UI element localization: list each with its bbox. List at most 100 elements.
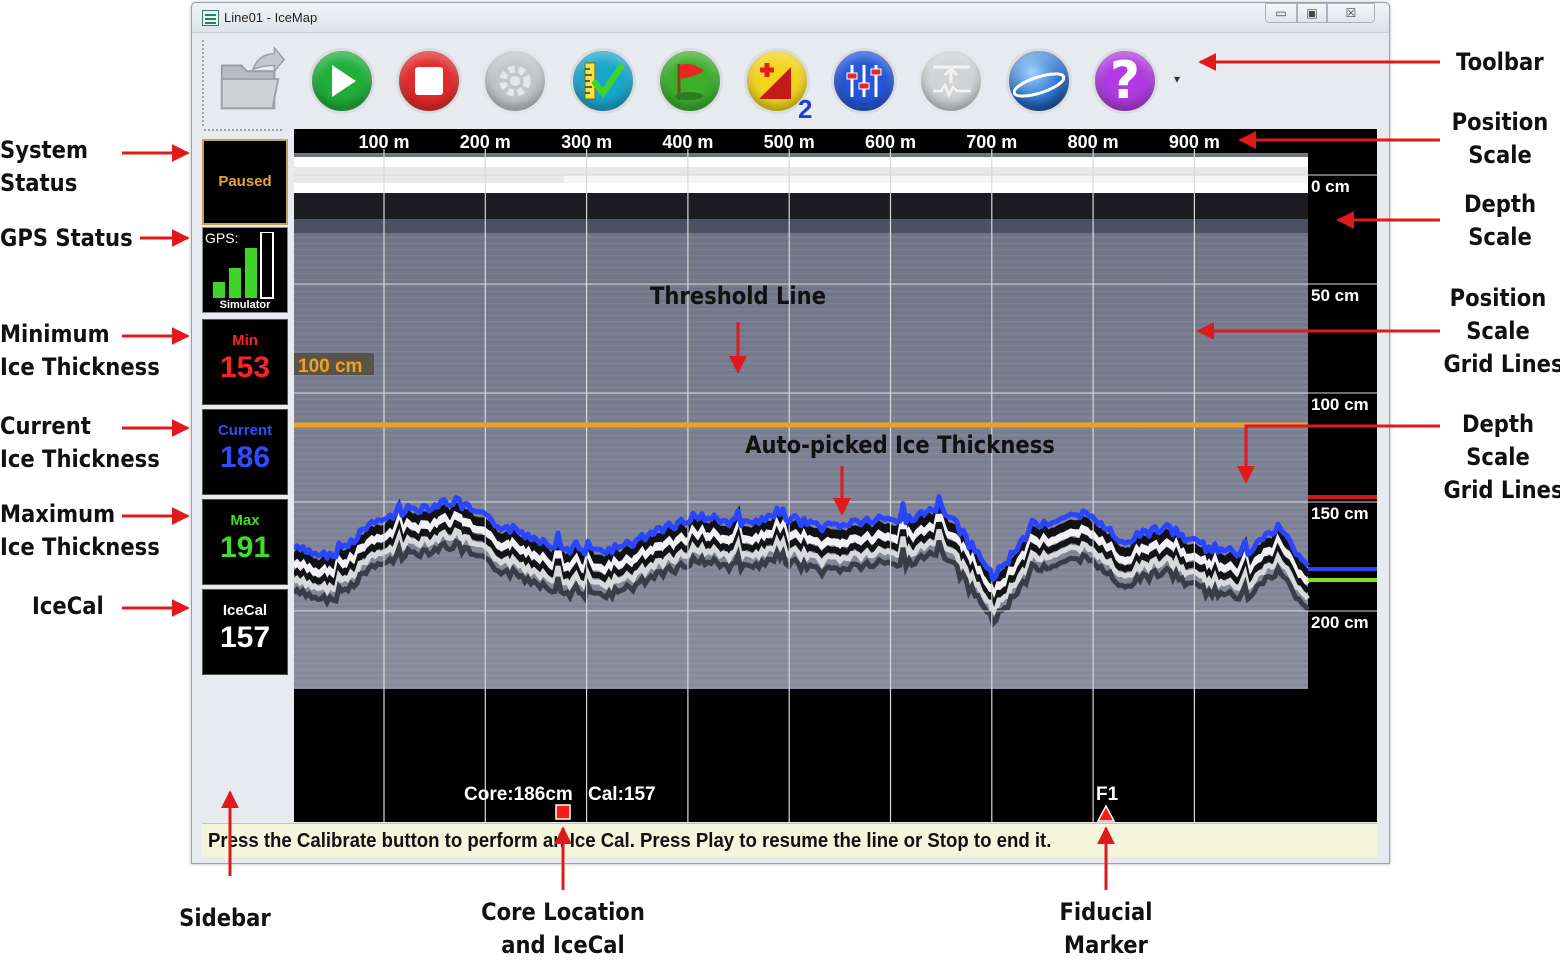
annotation-depth-grid: Depth Scale Grid Lines bbox=[1443, 410, 1560, 504]
system-status-text: Paused bbox=[218, 173, 272, 190]
current-value: 186 bbox=[219, 441, 271, 474]
depth-scale-label: 100 cm bbox=[1311, 395, 1369, 414]
stop-icon bbox=[415, 67, 443, 95]
settings-gear-icon bbox=[499, 65, 531, 97]
threshold-icon bbox=[933, 65, 971, 99]
status-bar: Press the Calibrate button to perform an… bbox=[202, 823, 1377, 857]
gps-label: GPS: bbox=[205, 230, 239, 246]
title-bar[interactable]: Line01 - IceMap ▭ ▣ ☒ bbox=[192, 3, 1389, 33]
icecal-label: IceCal bbox=[222, 602, 268, 619]
position-scale-label: 800 m bbox=[1068, 132, 1119, 152]
gps-mode-text: Simulator bbox=[219, 299, 271, 311]
max-label: Max bbox=[230, 512, 260, 529]
position-scale-label: 400 m bbox=[662, 132, 713, 152]
position-grid-lines bbox=[383, 149, 1196, 822]
status-message: Press the Calibrate button to perform an… bbox=[208, 830, 1052, 852]
surface-band-dark bbox=[294, 193, 1308, 219]
depth-scale-label: 150 cm bbox=[1311, 504, 1369, 523]
annotation-min: Minimum Ice Thickness bbox=[0, 320, 160, 381]
maximize-button[interactable]: ▣ bbox=[1297, 3, 1327, 23]
help-button[interactable]: ? bbox=[1088, 44, 1162, 118]
depth-scale-label: 0 cm bbox=[1311, 177, 1350, 196]
annotation-core-location: Core Location and IceCal bbox=[481, 898, 645, 959]
annotation-gps-status: GPS Status bbox=[0, 224, 133, 252]
play-button[interactable] bbox=[305, 44, 379, 118]
annotation-position-scale: Position Scale bbox=[1451, 108, 1549, 169]
window-title: Line01 - IceMap bbox=[224, 10, 318, 25]
radar-texture bbox=[294, 153, 1308, 689]
stop-button[interactable] bbox=[392, 44, 466, 118]
google-earth-button[interactable] bbox=[1002, 44, 1076, 118]
bottom-band-dark-3 bbox=[294, 538, 1310, 629]
fiducial-marker[interactable] bbox=[1096, 804, 1116, 822]
app-icon bbox=[202, 10, 219, 26]
gain-badge: 2 bbox=[798, 94, 813, 124]
max-thickness-box: Max 191 bbox=[202, 499, 288, 585]
toolbar-grip[interactable] bbox=[202, 40, 205, 126]
position-scale: 100 m 200 m 300 m 400 m 500 m 600 m 700 m 800 m… bbox=[358, 132, 1219, 152]
auto-picked-thickness-line bbox=[294, 494, 1310, 582]
add-gain-icon bbox=[759, 63, 791, 99]
annotation-position-grid: Position Scale Grid Lines bbox=[1443, 284, 1560, 378]
gps-signal-bars-icon bbox=[213, 232, 274, 299]
annotation-icecal: IceCal bbox=[32, 592, 104, 620]
add-gain-button[interactable]: 2 bbox=[740, 44, 814, 124]
radargram-svg[interactable]: 100 cm 100 m 200 m 300 m 400 m 500 m 600 m 700… bbox=[294, 129, 1377, 822]
minimize-button[interactable]: ▭ bbox=[1265, 3, 1297, 23]
threshold-button[interactable] bbox=[914, 44, 988, 118]
core-label: Core:186cm bbox=[464, 784, 573, 805]
surface-band-white-2 bbox=[294, 183, 1308, 193]
position-scale-label: 500 m bbox=[764, 132, 815, 152]
calibrate-button[interactable] bbox=[566, 44, 640, 118]
bottom-band-white bbox=[294, 509, 1311, 605]
sliders-icon bbox=[846, 65, 882, 97]
threshold-label: 100 cm bbox=[298, 356, 362, 377]
annotation-system-status: System Status bbox=[0, 136, 88, 197]
max-value: 191 bbox=[219, 531, 271, 564]
bottom-band-black-2 bbox=[294, 519, 1311, 612]
depth-scale: 0 cm 50 cm 100 cm 150 cm 200 cm bbox=[1311, 177, 1369, 632]
sliders-button[interactable] bbox=[827, 44, 901, 118]
current-label: Current bbox=[217, 422, 273, 439]
bottom-band-white-2 bbox=[294, 527, 1310, 618]
position-scale-label: 200 m bbox=[460, 132, 511, 152]
min-value: 153 bbox=[219, 351, 271, 384]
gps-status-box: GPS: Simulator bbox=[202, 227, 288, 313]
position-scale-label: 600 m bbox=[865, 132, 916, 152]
position-scale-label: 100 m bbox=[358, 132, 409, 152]
close-button[interactable]: ☒ bbox=[1327, 3, 1375, 23]
min-thickness-box: Min 153 bbox=[202, 319, 288, 405]
toolbar-overflow-chevron[interactable]: ▾ bbox=[1174, 72, 1181, 86]
icecal-box: IceCal 157 bbox=[202, 589, 288, 675]
core-location-marker[interactable] bbox=[555, 804, 571, 820]
fiducial-flag-icon bbox=[675, 63, 704, 100]
min-label: Min bbox=[232, 332, 258, 349]
annotation-max: Maximum Ice Thickness bbox=[0, 500, 160, 561]
toolbar: 2 bbox=[202, 36, 1382, 128]
depth-scale-label: 50 cm bbox=[1311, 286, 1359, 305]
fiducial-button[interactable] bbox=[653, 44, 727, 118]
open-folder-button[interactable] bbox=[214, 44, 288, 118]
app-window: Line01 - IceMap ▭ ▣ ☒ bbox=[191, 2, 1390, 864]
radargram-plot[interactable]: 100 cm 100 m 200 m 300 m 400 m 500 m 600 m 700… bbox=[294, 129, 1377, 822]
position-scale-label: 900 m bbox=[1169, 132, 1220, 152]
current-thickness-box: Current 186 bbox=[202, 409, 288, 495]
position-scale-label: 700 m bbox=[966, 132, 1017, 152]
open-folder-icon bbox=[220, 45, 286, 110]
surface-band-white bbox=[294, 157, 1308, 167]
cal-label: Cal:157 bbox=[588, 784, 656, 805]
surface-band-step bbox=[564, 175, 1308, 183]
depth-grid-lines bbox=[294, 174, 1377, 612]
help-icon: ? bbox=[1109, 51, 1141, 111]
depth-scale-label: 200 cm bbox=[1311, 613, 1369, 632]
settings-button[interactable] bbox=[478, 44, 552, 118]
surface-band-fade bbox=[294, 219, 1308, 233]
sidebar-grip bbox=[204, 129, 282, 131]
threshold-label-bg bbox=[294, 353, 374, 375]
fiducial-label: F1 bbox=[1096, 784, 1119, 805]
google-earth-icon bbox=[1013, 72, 1065, 98]
annotation-threshold: Threshold Line bbox=[649, 282, 827, 310]
annotation-sidebar: Sidebar bbox=[179, 904, 271, 932]
calibrate-ruler-check-icon bbox=[584, 62, 624, 100]
position-scale-label: 300 m bbox=[561, 132, 612, 152]
